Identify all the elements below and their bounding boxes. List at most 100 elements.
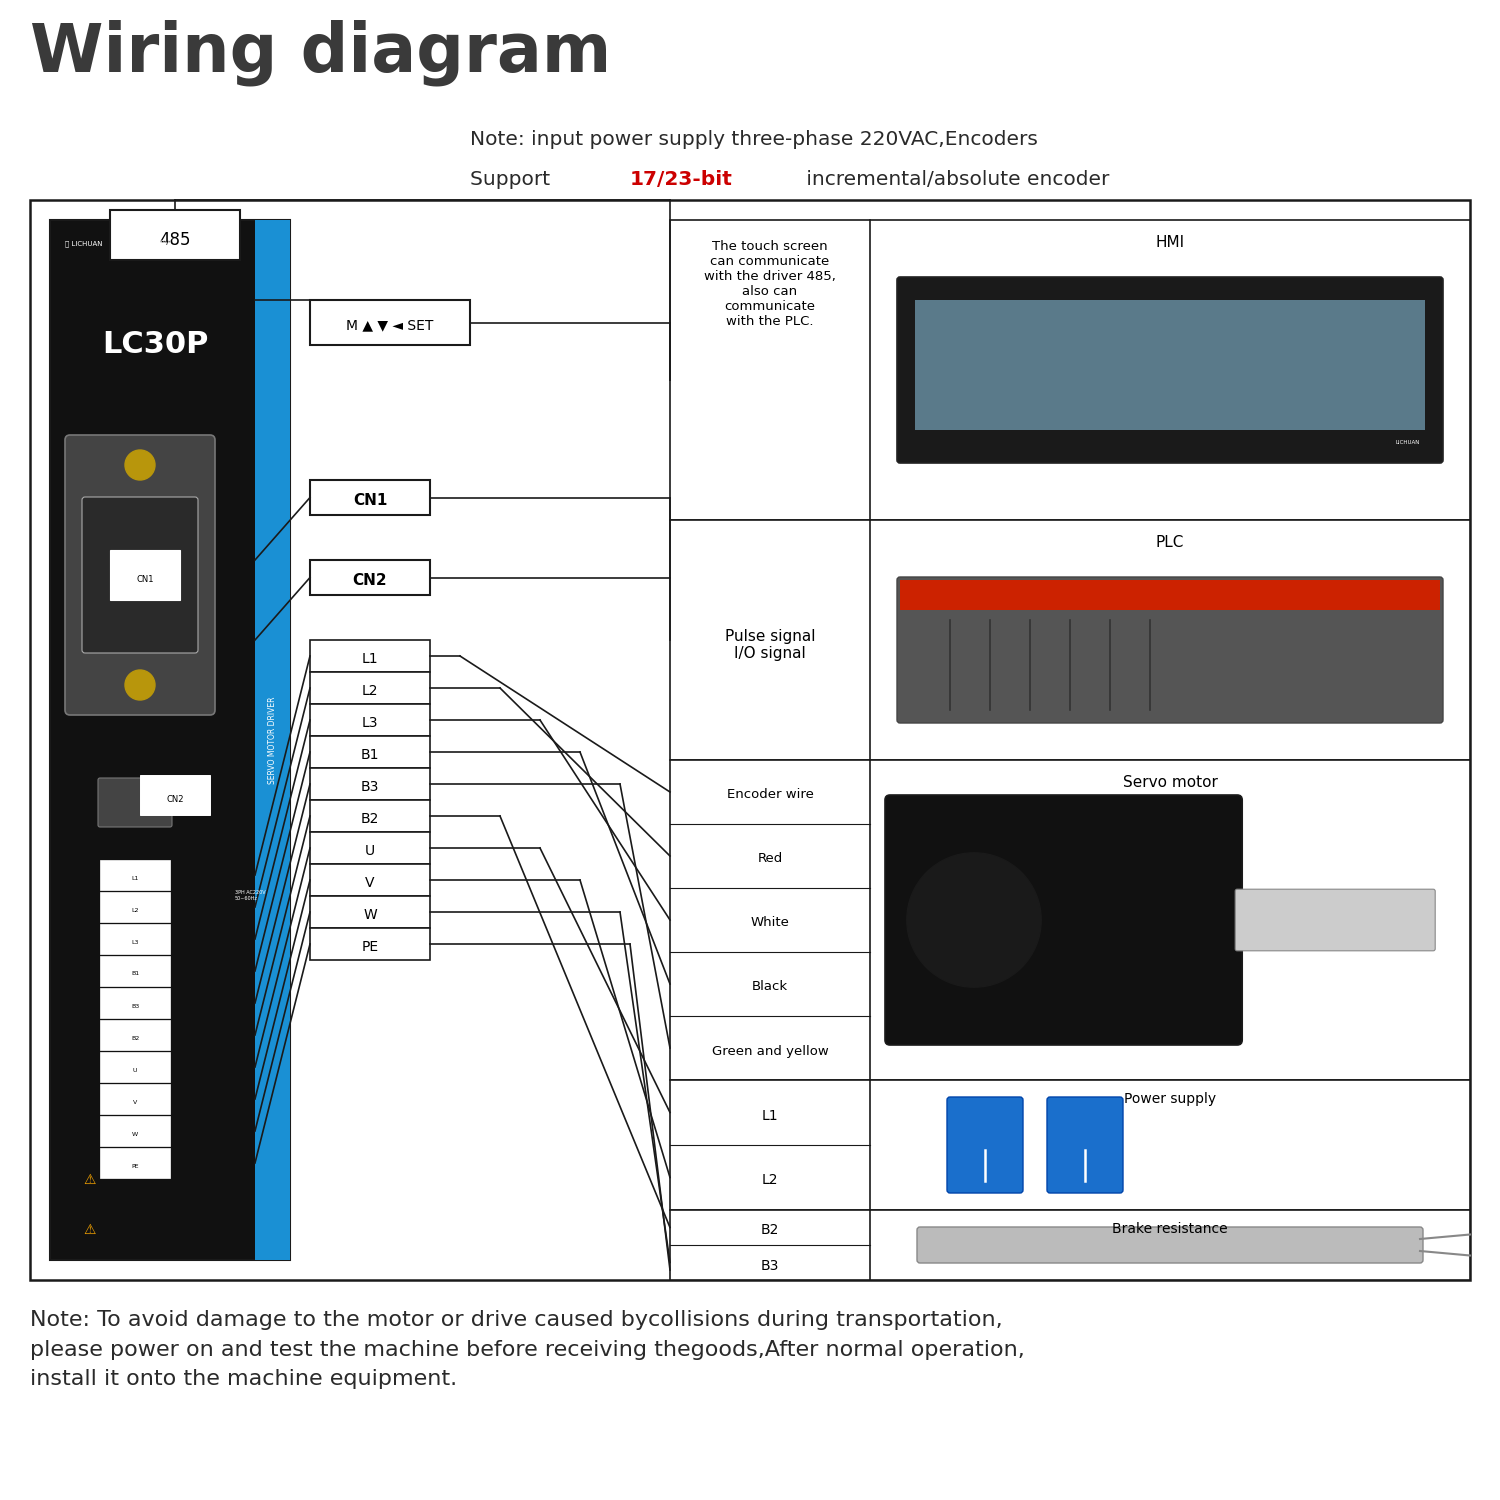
Bar xyxy=(310,480,430,514)
Circle shape xyxy=(124,450,154,480)
Text: ⚠: ⚠ xyxy=(84,1222,96,1238)
Text: SERVO MOTOR DRIVER: SERVO MOTOR DRIVER xyxy=(268,696,278,783)
Bar xyxy=(670,220,1470,520)
Bar xyxy=(670,520,1470,760)
Text: L1: L1 xyxy=(762,1108,778,1122)
Text: 485: 485 xyxy=(159,231,190,249)
Text: PE: PE xyxy=(362,940,378,954)
Text: B3: B3 xyxy=(760,1258,778,1272)
Text: L1: L1 xyxy=(362,652,378,666)
Bar xyxy=(310,640,430,672)
Text: B2: B2 xyxy=(760,1224,778,1238)
Text: U: U xyxy=(364,844,375,858)
Bar xyxy=(100,1116,170,1146)
FancyBboxPatch shape xyxy=(897,578,1443,723)
Text: L1: L1 xyxy=(132,876,138,880)
Bar xyxy=(100,924,170,954)
FancyBboxPatch shape xyxy=(1234,890,1436,951)
Bar xyxy=(100,988,170,1018)
Bar xyxy=(140,776,210,814)
Text: Wiring diagram: Wiring diagram xyxy=(30,20,612,87)
Bar xyxy=(100,1084,170,1114)
Text: U: U xyxy=(132,1068,138,1072)
Text: B3: B3 xyxy=(130,1004,140,1008)
Bar xyxy=(100,1020,170,1050)
FancyBboxPatch shape xyxy=(897,278,1443,464)
Bar xyxy=(670,1080,1470,1210)
Text: Note: To avoid damage to the motor or drive caused bycollisions during transport: Note: To avoid damage to the motor or dr… xyxy=(30,1310,1024,1389)
FancyBboxPatch shape xyxy=(98,778,172,826)
Text: L2: L2 xyxy=(132,908,138,912)
Text: Note: input power supply three-phase 220VAC,Encoders: Note: input power supply three-phase 220… xyxy=(470,130,1038,148)
FancyBboxPatch shape xyxy=(82,496,198,652)
Bar xyxy=(310,833,430,864)
Text: Black: Black xyxy=(752,981,788,993)
Bar xyxy=(310,672,430,704)
Text: Servo motor: Servo motor xyxy=(1122,776,1218,790)
FancyBboxPatch shape xyxy=(64,435,214,716)
FancyBboxPatch shape xyxy=(1047,1096,1124,1192)
Text: CN1: CN1 xyxy=(352,494,387,508)
Text: Brake resistance: Brake resistance xyxy=(1112,1222,1228,1236)
Bar xyxy=(100,956,170,986)
Bar xyxy=(670,760,1470,1080)
Text: incremental/absolute encoder: incremental/absolute encoder xyxy=(800,170,1110,189)
Text: CN2: CN2 xyxy=(166,795,183,804)
Text: L3: L3 xyxy=(132,939,138,945)
Bar xyxy=(915,300,1425,430)
Text: White: White xyxy=(750,916,789,930)
Text: W: W xyxy=(363,908,376,922)
Text: B1: B1 xyxy=(360,748,380,762)
FancyBboxPatch shape xyxy=(916,1227,1424,1263)
Bar xyxy=(670,1210,1470,1280)
Bar xyxy=(50,220,290,1260)
Bar xyxy=(900,580,1440,610)
Bar xyxy=(310,736,430,768)
Bar xyxy=(100,1148,170,1178)
Text: L2: L2 xyxy=(762,1173,778,1188)
Text: Red: Red xyxy=(758,852,783,865)
Bar xyxy=(110,210,240,260)
Text: Green and yellow: Green and yellow xyxy=(711,1044,828,1058)
Bar xyxy=(310,800,430,832)
Bar xyxy=(110,550,180,600)
Text: CN2: CN2 xyxy=(352,573,387,588)
Text: ⚠: ⚠ xyxy=(84,1173,96,1186)
Text: HMI: HMI xyxy=(1155,236,1185,250)
Text: LICHUAN: LICHUAN xyxy=(1395,440,1420,446)
Text: LC30P: LC30P xyxy=(102,330,209,358)
Text: B1: B1 xyxy=(130,972,140,976)
Bar xyxy=(310,864,430,895)
Text: PE: PE xyxy=(132,1164,138,1168)
Bar xyxy=(100,892,170,922)
Text: L3: L3 xyxy=(362,716,378,730)
Bar xyxy=(30,200,1470,1280)
Text: M ▲ ▼ ◄ SET: M ▲ ▼ ◄ SET xyxy=(346,318,433,332)
Text: B3: B3 xyxy=(362,780,380,794)
Bar xyxy=(310,928,430,960)
Text: 17/23-bit: 17/23-bit xyxy=(630,170,734,189)
Bar xyxy=(310,560,430,596)
Circle shape xyxy=(124,670,154,700)
Text: Ⓛ LICHUAN: Ⓛ LICHUAN xyxy=(64,240,102,246)
Text: B2: B2 xyxy=(362,812,380,826)
Bar xyxy=(310,704,430,736)
Bar xyxy=(310,300,470,345)
Text: V: V xyxy=(134,1100,136,1104)
Text: CN1: CN1 xyxy=(136,576,153,585)
Bar xyxy=(100,859,170,889)
Text: The touch screen
can communicate
with the driver 485,
also can
communicate
with : The touch screen can communicate with th… xyxy=(704,240,836,328)
Text: V: V xyxy=(366,876,375,890)
Bar xyxy=(310,896,430,928)
FancyBboxPatch shape xyxy=(885,795,1242,1046)
FancyBboxPatch shape xyxy=(946,1096,1023,1192)
Text: L2: L2 xyxy=(362,684,378,698)
Text: Encoder wire: Encoder wire xyxy=(726,789,813,801)
Text: W: W xyxy=(132,1131,138,1137)
Text: AC 220V: AC 220V xyxy=(140,240,170,246)
Circle shape xyxy=(908,853,1041,987)
Text: 3PH AC220V
50~60Hz: 3PH AC220V 50~60Hz xyxy=(236,890,266,902)
Text: PLC: PLC xyxy=(1156,536,1184,550)
Text: B2: B2 xyxy=(130,1035,140,1041)
Text: Support: Support xyxy=(470,170,556,189)
